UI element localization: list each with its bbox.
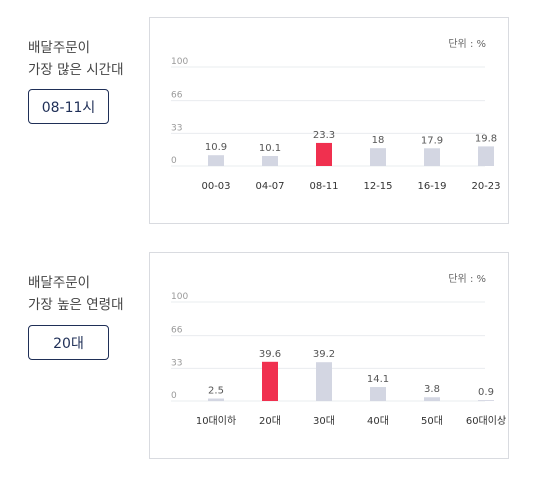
- age-bar-chart: 0 33 66 100 2.5 10대이하 39.6 20대 39.2 30대 14.1 40대 3.8…: [171, 292, 506, 427]
- x-tick-label: 20-23: [471, 181, 500, 192]
- bar: [262, 361, 278, 401]
- x-tick-label: 20대: [259, 415, 281, 427]
- age-chart-card: 단위 : % 0 33 66 100 2.5 10대이하 39.6 20대 39.2 30대 14.…: [149, 252, 509, 459]
- age-chart-unit: 단위 : %: [448, 274, 486, 285]
- x-tick-label: 00-03: [201, 181, 230, 192]
- bar: [208, 398, 224, 401]
- data-label: 10.1: [259, 143, 281, 154]
- y-tick-label: 66: [171, 326, 183, 336]
- data-label: 39.6: [259, 349, 281, 360]
- x-tick-label: 12-15: [363, 181, 392, 192]
- data-label: 2.5: [208, 386, 224, 397]
- x-tick-label: 50대: [421, 415, 443, 427]
- data-label: 10.9: [205, 142, 227, 153]
- time-chart-card: 단위 : % 0 33 66 100 10.9 00-03 10.1 04-07 23.3 08-…: [149, 17, 509, 224]
- data-label: 18: [372, 135, 385, 146]
- data-label: 19.8: [475, 133, 497, 144]
- x-tick-label: 30대: [313, 415, 335, 427]
- bar: [370, 148, 386, 166]
- x-tick-label: 40대: [367, 415, 389, 427]
- bar: [424, 397, 440, 401]
- bar: [316, 362, 332, 401]
- peak-time-box: 08-11시: [28, 89, 109, 124]
- bar: [478, 146, 494, 166]
- x-tick-label: 10대이하: [196, 414, 236, 427]
- time-chart-unit: 단위 : %: [448, 39, 486, 50]
- age-section-title: 배달주문이 가장 높은 연령대: [28, 275, 124, 313]
- x-tick-label: 60대이상: [466, 415, 506, 427]
- time-section-title: 배달주문이 가장 많은 시간대: [28, 40, 124, 78]
- y-tick-label: 66: [171, 91, 183, 101]
- data-label: 17.9: [421, 135, 443, 146]
- y-tick-label: 100: [171, 57, 188, 67]
- data-label: 3.8: [424, 384, 440, 395]
- bar: [316, 142, 332, 166]
- x-tick-label: 04-07: [255, 181, 284, 192]
- data-label: 39.2: [313, 349, 335, 360]
- y-tick-label: 33: [171, 123, 182, 133]
- bar: [424, 148, 440, 166]
- y-tick-label: 100: [171, 292, 188, 302]
- bar: [262, 156, 278, 166]
- data-label: 23.3: [313, 130, 335, 141]
- peak-age-box: 20대: [28, 325, 109, 360]
- x-tick-label: 08-11: [309, 181, 338, 192]
- data-label: 0.9: [478, 387, 494, 398]
- y-tick-label: 0: [171, 156, 177, 166]
- y-tick-label: 0: [171, 391, 177, 401]
- data-label: 14.1: [367, 374, 389, 385]
- bar: [208, 155, 224, 166]
- bar: [370, 387, 386, 401]
- x-tick-label: 16-19: [417, 181, 446, 192]
- bar: [478, 400, 494, 401]
- time-bar-chart: 0 33 66 100 10.9 00-03 10.1 04-07 23.3 08-11 18 12-…: [171, 57, 501, 192]
- y-tick-label: 33: [171, 358, 182, 368]
